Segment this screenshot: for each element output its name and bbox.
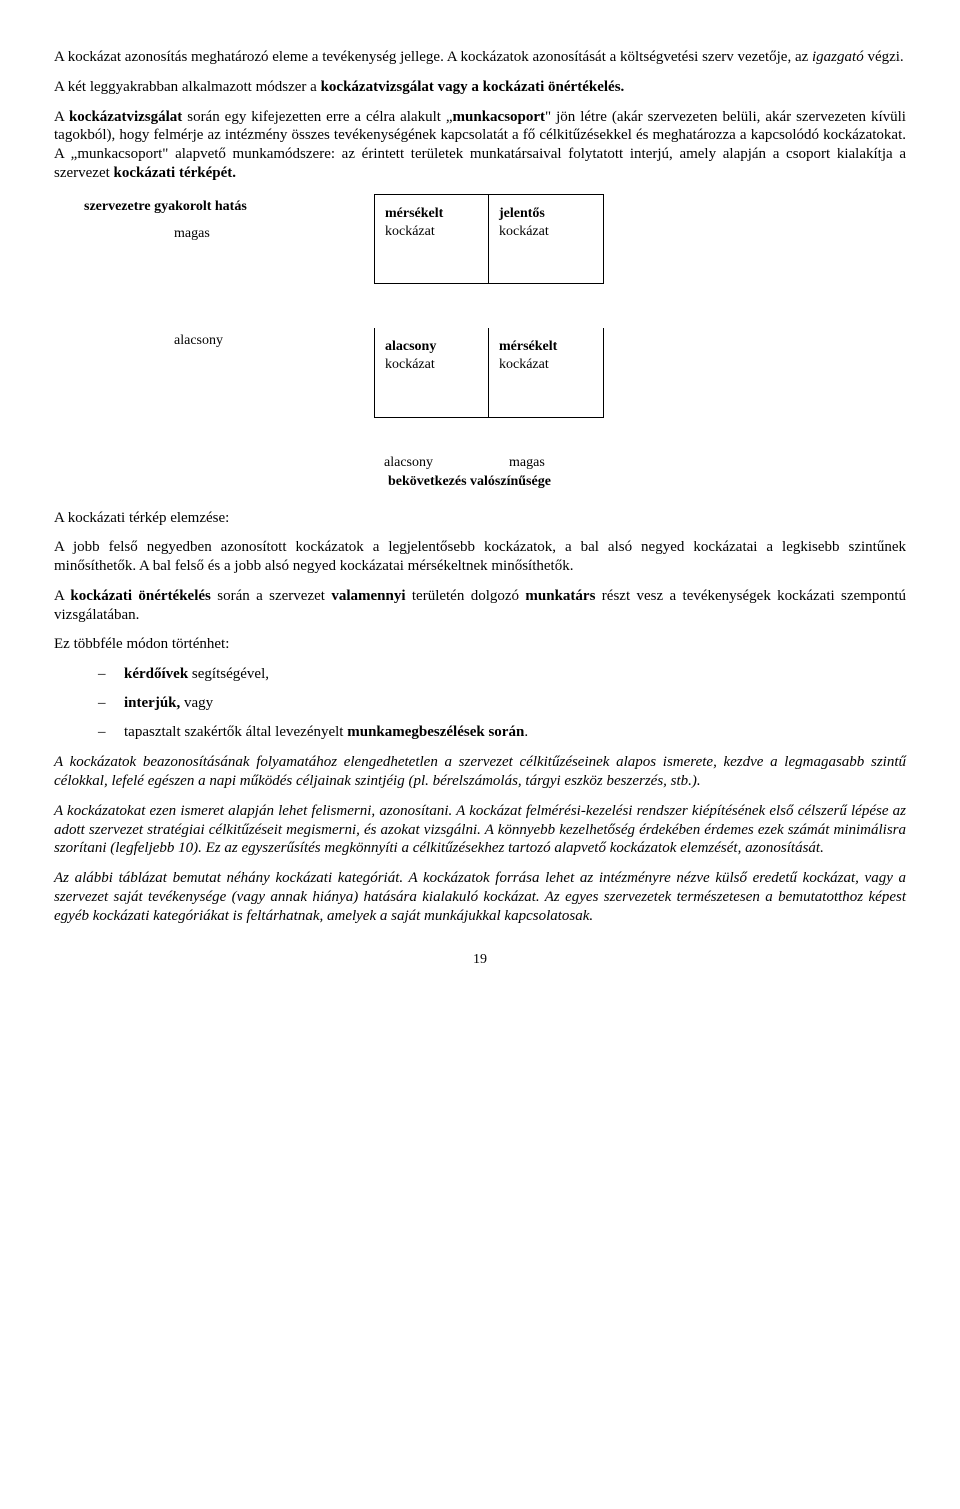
x-axis-low: alacsony bbox=[374, 454, 499, 472]
y-axis: szervezetre gyakorolt hatás magas bbox=[54, 194, 374, 243]
paragraph: Az alábbi táblázat bemutat néhány kockáz… bbox=[54, 869, 906, 925]
x-axis-values: alacsony magas bbox=[374, 454, 906, 472]
list-item: kérdőívek segítségével, bbox=[98, 665, 906, 684]
paragraph: A kockázati térkép elemzése: bbox=[54, 509, 906, 528]
page-number: 19 bbox=[54, 951, 906, 969]
y-axis-low: alacsony bbox=[54, 332, 374, 350]
list-item: interjúk, vagy bbox=[98, 694, 906, 713]
paragraph: A kockázat azonosítás meghatározó eleme … bbox=[54, 48, 906, 67]
paragraph: Ez többféle módon történhet: bbox=[54, 635, 906, 654]
methods-list: kérdőívek segítségével, interjúk, vagy t… bbox=[54, 665, 906, 741]
matrix-cell-top-right: jelentőskockázat bbox=[489, 194, 604, 284]
paragraph: A kockázatvizsgálat során egy kifejezett… bbox=[54, 108, 906, 183]
matrix-cell-top-left: mérsékeltkockázat bbox=[374, 194, 489, 284]
list-item: tapasztalt szakértők által levezényelt m… bbox=[98, 723, 906, 742]
x-axis-high: magas bbox=[499, 454, 624, 472]
y-axis-title: szervezetre gyakorolt hatás bbox=[54, 198, 374, 216]
paragraph: A kockázatokat ezen ismeret alapján lehe… bbox=[54, 802, 906, 858]
paragraph: A jobb felső negyedben azonosított kocká… bbox=[54, 538, 906, 576]
x-axis-title: bekövetkezés valószínűsége bbox=[374, 473, 906, 491]
paragraph: A két leggyakrabban alkalmazott módszer … bbox=[54, 78, 906, 97]
y-axis-high: magas bbox=[54, 225, 374, 243]
paragraph: A kockázatok beazonosításának folyamatáh… bbox=[54, 753, 906, 791]
matrix-cell-bottom-left: alacsonykockázat bbox=[374, 328, 489, 418]
risk-matrix: szervezetre gyakorolt hatás magas mérsék… bbox=[54, 194, 906, 491]
paragraph: A kockázati önértékelés során a szerveze… bbox=[54, 587, 906, 625]
y-axis-low-wrap: alacsony bbox=[54, 328, 374, 350]
matrix-cell-bottom-right: mérsékeltkockázat bbox=[489, 328, 604, 418]
